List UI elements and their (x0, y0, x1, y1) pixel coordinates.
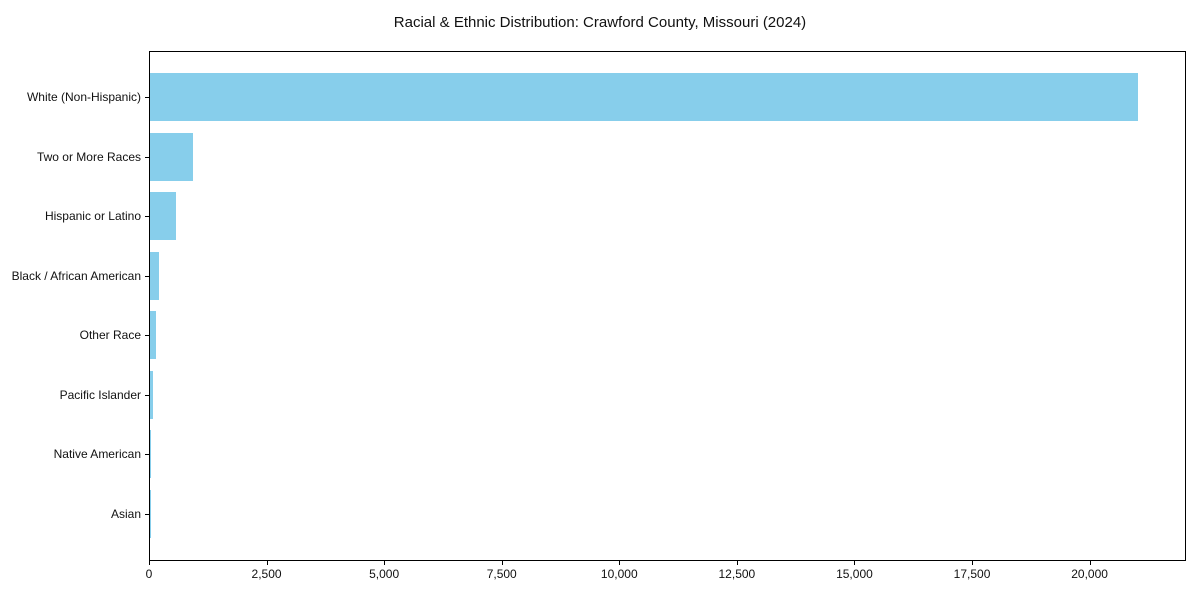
bar (150, 132, 193, 181)
y-tick-mark (145, 513, 149, 515)
x-tick-label: 10,000 (600, 567, 638, 581)
y-tick-mark (145, 97, 149, 98)
x-tick-label: 20,000 (1071, 567, 1108, 581)
y-tick-mark (145, 335, 149, 337)
bar (150, 311, 156, 360)
y-tick-mark (145, 275, 149, 277)
x-tick-mark (972, 561, 974, 565)
y-tick-mark (145, 216, 149, 218)
x-tick-mark (854, 561, 856, 565)
y-tick-label: Black / African American (11, 268, 141, 283)
x-tick-label: 17,500 (953, 567, 991, 581)
bar (150, 251, 159, 300)
x-tick-mark (619, 561, 621, 565)
y-tick-mark (145, 454, 149, 456)
x-tick-mark (384, 561, 386, 565)
x-tick-mark (736, 561, 738, 565)
y-tick-label: White (Non-Hispanic) (26, 90, 141, 104)
x-tick-label: 7,500 (486, 567, 517, 581)
x-tick-mark (149, 561, 150, 565)
x-tick-label: 2,500 (251, 567, 282, 581)
bar (150, 430, 152, 479)
bar (150, 73, 1138, 121)
x-tick-label: 5,000 (369, 567, 400, 581)
x-tick-label: 12,500 (718, 567, 756, 581)
bar (150, 370, 154, 419)
x-tick-mark (1089, 561, 1091, 565)
x-tick-label: 15,000 (836, 567, 873, 581)
plot-area (149, 51, 1186, 561)
y-tick-label: Pacific Islander (59, 387, 141, 402)
x-tick-label: 0 (145, 567, 153, 581)
y-tick-label: Native American (53, 447, 141, 462)
chart-title: Racial & Ethnic Distribution: Crawford C… (393, 14, 807, 31)
bar (150, 192, 176, 241)
x-tick-mark (266, 561, 268, 565)
y-tick-label: Other Race (79, 328, 141, 343)
x-tick-mark (501, 561, 503, 565)
y-tick-mark (145, 394, 149, 396)
y-tick-label: Asian (110, 506, 141, 521)
y-tick-mark (145, 156, 149, 158)
bar (150, 489, 151, 538)
y-tick-label: Hispanic or Latino (44, 209, 141, 224)
y-tick-label: Two or More Races (36, 149, 141, 164)
